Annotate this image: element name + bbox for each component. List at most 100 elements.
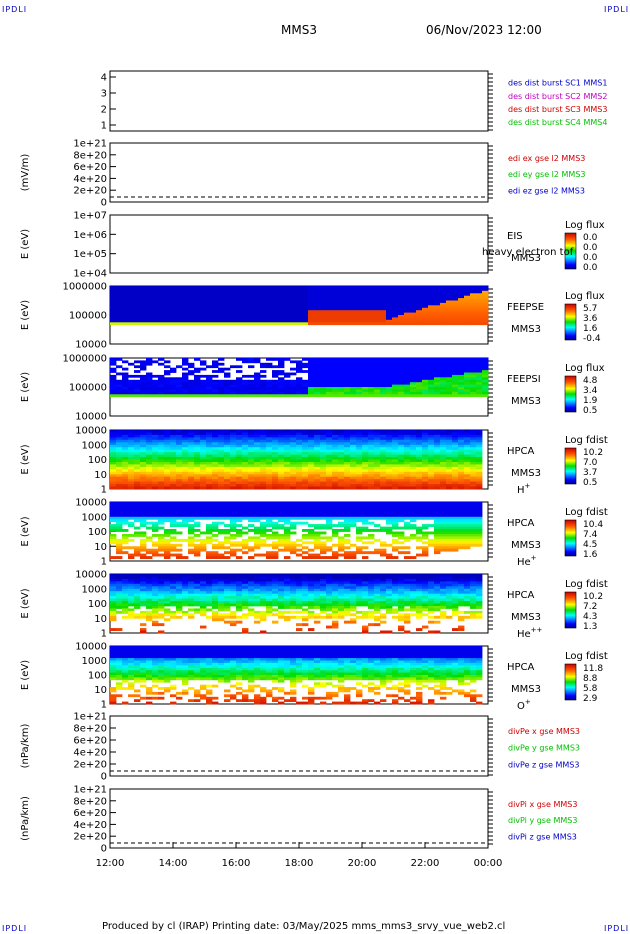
instrument-label: HPCA bbox=[507, 446, 535, 457]
corner-tag-bottom-right: IPDLI bbox=[604, 924, 630, 933]
panel-11 bbox=[109, 788, 493, 849]
legend-entry: edi ez gse l2 MMS3 bbox=[508, 187, 585, 196]
y-tick-label: 10000 bbox=[75, 340, 107, 351]
x-tick-label: 12:00 bbox=[96, 858, 125, 869]
footer-credits: Produced by cl (IRAP) Printing date: 03/… bbox=[102, 921, 506, 932]
colorbar-tick-label: 2.9 bbox=[583, 694, 598, 704]
panel-1 bbox=[109, 70, 493, 132]
y-tick-label: 4e+20 bbox=[73, 820, 107, 831]
panel-frame bbox=[109, 142, 489, 203]
y-tick-label: 2e+20 bbox=[73, 832, 107, 843]
spacecraft-label: MMS3 bbox=[511, 540, 541, 551]
y-tick-label: 1e+21 bbox=[73, 785, 107, 796]
colorbar-tick-label: 7.2 bbox=[583, 602, 597, 612]
y-tick-label: 1e+04 bbox=[73, 269, 107, 280]
legend-entry: des dist burst SC2 MMS2 bbox=[508, 92, 607, 101]
colorbar-tick-label: 0.0 bbox=[583, 253, 598, 263]
colorbar-tick-label: 11.8 bbox=[583, 664, 603, 674]
y-tick-label: 1e+07 bbox=[73, 211, 107, 222]
y-tick-label: 2e+20 bbox=[73, 186, 107, 197]
y-tick-label: 4e+20 bbox=[73, 174, 107, 185]
y-tick-label: 0 bbox=[101, 198, 107, 209]
colorbar-tick-label: -0.4 bbox=[583, 334, 601, 344]
y-axis-label: E (eV) bbox=[20, 660, 31, 690]
instrument-label: EIS bbox=[507, 231, 523, 242]
colorbar-tick-label: 5.7 bbox=[583, 304, 597, 314]
y-tick-label: 1000 bbox=[82, 512, 107, 523]
y-tick-label: 1 bbox=[101, 485, 107, 496]
instrument-label: FEEPSI bbox=[507, 374, 541, 385]
legend-entry: divPi x gse MMS3 bbox=[508, 800, 577, 809]
y-tick-label: 1000000 bbox=[62, 282, 107, 293]
y-tick-label: 1000 bbox=[82, 584, 107, 595]
y-axis-label: E (eV) bbox=[20, 372, 31, 402]
y-tick-label: 10000 bbox=[75, 426, 107, 437]
x-tick-label: 18:00 bbox=[285, 858, 314, 869]
colorbar-tick-label: 0.5 bbox=[583, 478, 597, 488]
x-tick-label: 22:00 bbox=[411, 858, 440, 869]
instrument-label: FEEPSE bbox=[507, 302, 544, 313]
corner-tag-bottom-left: IPDLI bbox=[2, 924, 28, 933]
colorbar-tick-label: 10.2 bbox=[583, 448, 603, 458]
y-tick-label: 1 bbox=[101, 121, 107, 132]
colorbar-title: Log fdist bbox=[565, 651, 608, 662]
y-tick-label: 1000000 bbox=[62, 354, 107, 365]
legend-entry: divPi y gse MMS3 bbox=[508, 816, 577, 825]
colorbar-tick-label: 1.9 bbox=[583, 396, 598, 406]
x-tick-label: 14:00 bbox=[159, 858, 188, 869]
colorbar bbox=[564, 591, 577, 629]
y-tick-label: 6e+20 bbox=[73, 162, 107, 173]
colorbar-tick-label: 1.6 bbox=[583, 324, 598, 334]
species-label: He++ bbox=[517, 626, 543, 640]
colorbar-tick-label: 0.0 bbox=[583, 233, 598, 243]
y-axis-label: E (eV) bbox=[20, 588, 31, 618]
species-label: O+ bbox=[517, 698, 531, 712]
instrument-label: HPCA bbox=[507, 590, 535, 601]
y-tick-label: 2 bbox=[101, 105, 107, 116]
panel-frame bbox=[109, 715, 489, 777]
y-tick-label: 1 bbox=[101, 629, 107, 640]
y-tick-label: 8e+20 bbox=[73, 724, 107, 735]
y-axis-label: (mV/m) bbox=[20, 154, 31, 192]
spectrogram-6 bbox=[110, 430, 483, 490]
y-tick-label: 10000 bbox=[75, 412, 107, 423]
spacecraft-title: MMS3 bbox=[281, 23, 317, 37]
colorbar-tick-label: 0.5 bbox=[583, 406, 597, 416]
y-tick-label: 1000 bbox=[82, 656, 107, 667]
y-tick-label: 6e+20 bbox=[73, 808, 107, 819]
spectrogram-9 bbox=[110, 646, 483, 705]
y-tick-label: 100 bbox=[88, 671, 107, 682]
colorbar-tick-label: 1.3 bbox=[583, 622, 597, 632]
y-axis-label: E (eV) bbox=[20, 300, 31, 330]
plot-datetime: 06/Nov/2023 12:00 bbox=[426, 23, 542, 37]
colorbar-tick-label: 4.8 bbox=[583, 376, 598, 386]
colorbar bbox=[564, 232, 577, 270]
species-label: H+ bbox=[517, 482, 531, 496]
legend-entry: des dist burst SC1 MMS1 bbox=[508, 79, 607, 88]
legend-entry: edi ex gse l2 MMS3 bbox=[508, 154, 585, 163]
y-axis-label: E (eV) bbox=[20, 516, 31, 546]
colorbar-tick-label: 4.3 bbox=[583, 612, 597, 622]
y-tick-label: 1e+05 bbox=[73, 249, 107, 260]
y-tick-label: 6e+20 bbox=[73, 736, 107, 747]
colorbar-tick-label: 10.4 bbox=[583, 520, 603, 530]
colorbar bbox=[564, 519, 577, 557]
legend-entry: divPe x gse MMS3 bbox=[508, 727, 580, 736]
colorbar bbox=[564, 447, 577, 485]
species-label: He+ bbox=[517, 554, 537, 568]
corner-tag-top-right: IPDLI bbox=[604, 5, 630, 14]
colorbar bbox=[564, 663, 577, 701]
y-tick-label: 1 bbox=[101, 700, 107, 711]
colorbar-tick-label: 4.5 bbox=[583, 540, 597, 550]
spacecraft-label: MMS3 bbox=[511, 324, 541, 335]
spectrogram-8 bbox=[110, 574, 483, 634]
y-tick-label: 0 bbox=[101, 772, 107, 783]
instrument-label: HPCA bbox=[507, 662, 535, 673]
x-tick-label: 00:00 bbox=[474, 858, 503, 869]
y-tick-label: 3 bbox=[101, 89, 107, 100]
y-tick-label: 8e+20 bbox=[73, 796, 107, 807]
colorbar-title: Log flux bbox=[565, 220, 605, 231]
y-tick-label: 1e+21 bbox=[73, 139, 107, 150]
colorbar-title: Log flux bbox=[565, 363, 605, 374]
colorbar-tick-label: 3.7 bbox=[583, 468, 597, 478]
